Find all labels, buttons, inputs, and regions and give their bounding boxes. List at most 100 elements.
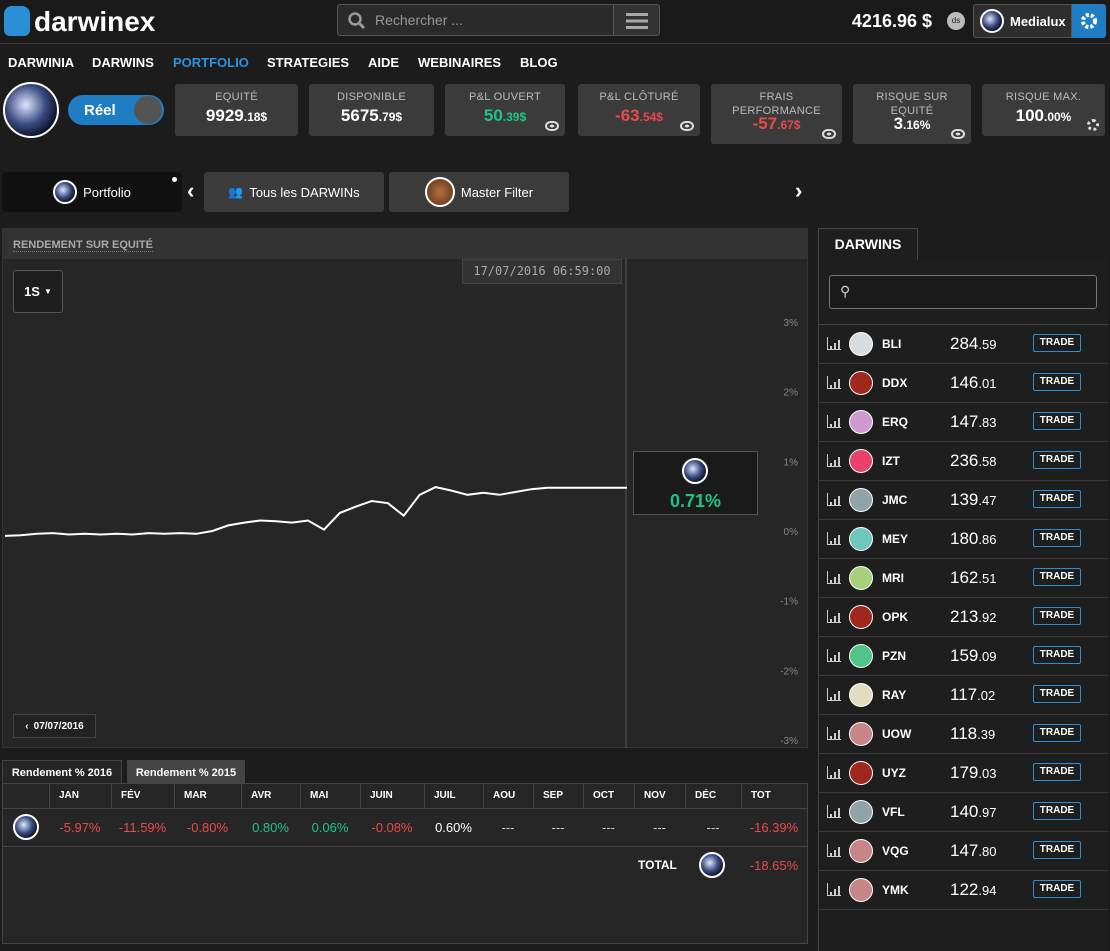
darwin-code[interactable]: VFL — [882, 805, 905, 819]
chart-icon[interactable] — [827, 610, 841, 623]
icon-bar — [830, 736, 832, 739]
column-sep — [111, 784, 112, 808]
chart-icon[interactable] — [827, 844, 841, 857]
chart-icon[interactable] — [827, 571, 841, 584]
view-tab[interactable]: Master Filter — [389, 172, 569, 212]
trade-button[interactable]: TRADE — [1033, 646, 1081, 664]
price-int: 159 — [950, 646, 979, 665]
nav-item[interactable]: DARWINS — [92, 55, 154, 70]
darwin-code[interactable]: RAY — [882, 688, 907, 702]
darwin-code[interactable]: MRI — [882, 571, 904, 585]
darwin-code[interactable]: UOW — [882, 727, 912, 741]
menu-button[interactable] — [613, 4, 660, 36]
trade-button[interactable]: TRADE — [1033, 802, 1081, 820]
eye-icon[interactable] — [951, 129, 965, 139]
icon-bar — [838, 652, 840, 661]
darwin-code[interactable]: YMK — [882, 883, 909, 897]
user-avatar — [980, 9, 1004, 33]
trade-button[interactable]: TRADE — [1033, 763, 1081, 781]
darwin-color — [849, 566, 873, 590]
trade-button[interactable]: TRADE — [1033, 373, 1081, 391]
chart-icon[interactable] — [827, 883, 841, 896]
chart-icon[interactable] — [827, 493, 841, 506]
chart-icon[interactable] — [827, 337, 841, 350]
darwin-code[interactable]: UYZ — [882, 766, 906, 780]
mode-toggle[interactable]: Réel — [68, 95, 164, 125]
trade-button[interactable]: TRADE — [1033, 529, 1081, 547]
darwin-code[interactable]: DDX — [882, 376, 908, 390]
trade-button[interactable]: TRADE — [1033, 841, 1081, 859]
icon-bar — [834, 694, 836, 700]
icon-bar — [838, 691, 840, 700]
chart-icon[interactable] — [827, 454, 841, 467]
chart-icon[interactable] — [827, 805, 841, 818]
eye-icon[interactable] — [822, 129, 836, 139]
darwin-code[interactable]: VQG — [882, 844, 909, 858]
prev-arrow[interactable]: ‹ — [187, 178, 195, 203]
tab-avatar — [53, 180, 78, 204]
trade-button[interactable]: TRADE — [1033, 334, 1081, 352]
returns-tab[interactable]: Rendement % 2015 — [127, 760, 245, 784]
eye-icon[interactable] — [680, 121, 694, 131]
trade-button[interactable]: TRADE — [1033, 568, 1081, 586]
nav-item[interactable]: DARWINIA — [8, 55, 75, 70]
stat-dec: .54$ — [639, 110, 663, 124]
view-tab[interactable]: Portfolio — [2, 172, 182, 212]
darwin-code[interactable]: BLI — [882, 337, 902, 351]
darwin-code[interactable]: JMC — [882, 493, 908, 507]
logo[interactable]: darwinex — [34, 6, 156, 37]
tab-label: Master Filter — [460, 184, 534, 200]
nav-item[interactable]: AIDE — [368, 55, 400, 70]
next-arrow[interactable]: › — [795, 178, 803, 203]
gear-icon[interactable] — [1087, 119, 1099, 131]
icon-bar — [834, 811, 836, 817]
icon-bar — [838, 769, 840, 778]
darwin-code[interactable]: PZN — [882, 649, 906, 663]
trade-button[interactable]: TRADE — [1033, 685, 1081, 703]
trade-button[interactable]: TRADE — [1033, 451, 1081, 469]
chart-icon[interactable] — [827, 376, 841, 389]
tab-dot — [172, 177, 177, 182]
icon-bar — [830, 541, 832, 544]
icon-bar — [838, 535, 840, 544]
column-header: MAI — [310, 790, 329, 801]
trade-button[interactable]: TRADE — [1033, 880, 1081, 898]
price-int: 180 — [950, 529, 979, 548]
nav-item[interactable]: STRATEGIES — [267, 55, 350, 70]
darwin-code[interactable]: IZT — [882, 454, 900, 468]
icon-bar — [838, 730, 840, 739]
darwin-code[interactable]: OPK — [882, 610, 909, 624]
icon-bar — [830, 619, 832, 622]
nav-item[interactable]: PORTFOLIO — [173, 55, 249, 70]
trade-button[interactable]: TRADE — [1033, 724, 1081, 742]
chart-icon[interactable] — [827, 415, 841, 428]
chart-icon[interactable] — [827, 727, 841, 740]
darwin-search[interactable]: ⚲ — [829, 275, 1097, 309]
start-date-button[interactable]: ‹ 07/07/2016 — [13, 714, 96, 738]
y-tick-label: 3% — [784, 318, 799, 329]
darwin-code[interactable]: ERQ — [882, 415, 909, 429]
returns-tab[interactable]: Rendement % 2016 — [2, 760, 122, 784]
view-tab[interactable]: 👥 Tous les DARWINs — [204, 172, 384, 212]
darwin-row: YMK 122.94 TRADE — [819, 871, 1108, 910]
stat-dec: .79$ — [378, 110, 403, 124]
settings-button[interactable] — [1072, 4, 1106, 38]
chart-icon[interactable] — [827, 532, 841, 545]
nav-item[interactable]: WEBINAIRES — [418, 55, 502, 70]
trade-button[interactable]: TRADE — [1033, 490, 1081, 508]
badge[interactable]: ds — [947, 12, 965, 30]
darwin-price: 118.39 — [950, 724, 995, 744]
user-menu[interactable]: Medialux — [973, 4, 1072, 38]
panel-tab[interactable]: DARWINS — [818, 228, 918, 260]
nav-item[interactable]: BLOG — [520, 55, 558, 70]
chart-icon[interactable] — [827, 766, 841, 779]
chart-icon[interactable] — [827, 688, 841, 701]
eye-icon[interactable] — [545, 121, 559, 131]
trade-button[interactable]: TRADE — [1033, 607, 1081, 625]
chart-icon[interactable] — [827, 649, 841, 662]
search-box[interactable]: Rechercher ... — [337, 4, 614, 36]
icon-bar — [834, 655, 836, 661]
trade-button[interactable]: TRADE — [1033, 412, 1081, 430]
period-select[interactable]: 1S ▼ — [13, 270, 63, 313]
darwin-code[interactable]: MEY — [882, 532, 909, 546]
